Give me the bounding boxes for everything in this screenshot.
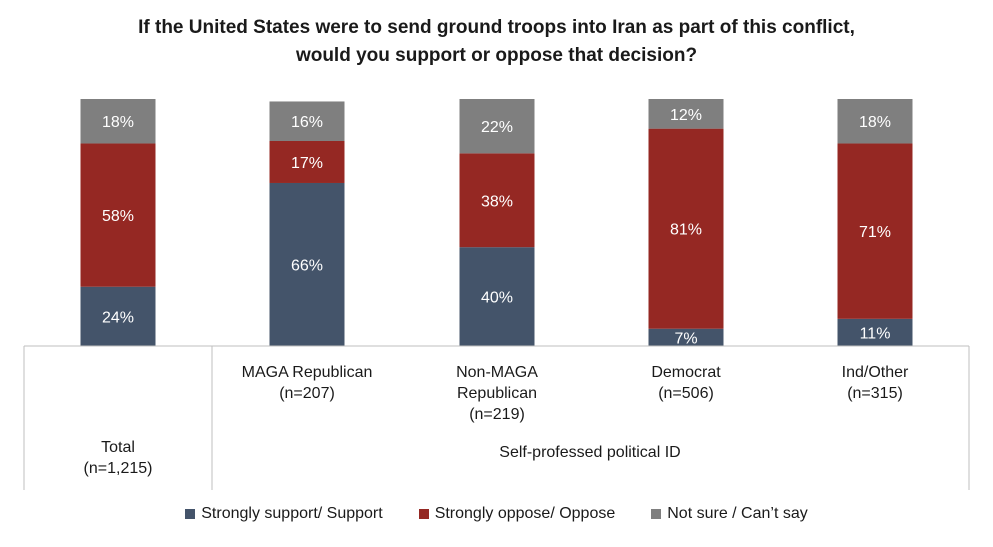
bar-segment-not-sure-4: [837, 99, 913, 144]
legend-swatch-not-sure: [651, 509, 662, 519]
category-label-2-line-1: Republican: [457, 385, 537, 402]
bar-segment-support-0: [80, 286, 156, 346]
bar-segment-not-sure-0: [80, 99, 156, 144]
category-label-1-line-0: MAGA Republican: [242, 364, 373, 381]
chart-title: If the United States were to send ground…: [0, 14, 993, 70]
category-label-1-line-1: (n=207): [279, 385, 335, 402]
legend: Strongly support/ Support Strongly oppos…: [0, 505, 993, 523]
bar-segment-support-2: [459, 247, 535, 346]
group-label: Self-professed political ID: [499, 444, 680, 461]
chart-title-line-1: If the United States were to send ground…: [138, 17, 855, 38]
data-label-support-4: 11%: [860, 325, 891, 342]
legend-label-support: Strongly support/ Support: [201, 505, 383, 522]
bar-segment-not-sure-3: [648, 99, 724, 129]
data-label-oppose-1: 17%: [291, 155, 323, 172]
data-label-oppose-3: 81%: [670, 222, 702, 239]
bar-segment-oppose-2: [459, 153, 535, 248]
bar-segment-oppose-4: [837, 143, 913, 319]
legend-swatch-support: [185, 509, 196, 519]
bar-segment-support-3: [648, 328, 724, 346]
bar-segment-not-sure-2: [459, 99, 535, 154]
legend-label-oppose: Strongly oppose/ Oppose: [434, 505, 616, 522]
bar-segment-oppose-0: [80, 143, 156, 287]
data-label-not-sure-4: 18%: [859, 114, 891, 131]
category-label-4-line-1: (n=315): [847, 385, 903, 402]
data-label-support-0: 24%: [102, 309, 134, 326]
bar-segment-oppose-1: [269, 140, 345, 183]
category-label-0-line-0: Total: [101, 439, 135, 456]
data-label-support-3: 7%: [674, 330, 697, 347]
bar-segment-support-1: [269, 182, 345, 346]
data-label-oppose-2: 38%: [481, 193, 513, 210]
category-label-2-line-0: Non-MAGA: [456, 364, 538, 381]
category-label-3-line-0: Democrat: [651, 364, 721, 381]
legend-swatch-oppose: [418, 509, 429, 519]
legend-item-support: Strongly support/ Support: [185, 505, 383, 523]
bar-segment-support-4: [837, 318, 913, 346]
data-label-not-sure-3: 12%: [670, 107, 702, 124]
data-label-not-sure-2: 22%: [481, 119, 513, 136]
bar-segment-oppose-3: [648, 128, 724, 329]
data-label-oppose-0: 58%: [102, 208, 134, 225]
legend-item-not-sure: Not sure / Can’t say: [651, 505, 808, 523]
data-label-support-1: 66%: [291, 257, 323, 274]
bar-segment-not-sure-1: [269, 101, 345, 141]
legend-label-not-sure: Not sure / Can’t say: [667, 505, 808, 522]
chart-title-line-2: would you support or oppose that decisio…: [295, 45, 698, 66]
data-label-not-sure-0: 18%: [102, 114, 134, 131]
data-label-oppose-4: 71%: [859, 224, 891, 241]
category-label-3-line-1: (n=506): [658, 385, 714, 402]
category-label-4-line-0: Ind/Other: [842, 364, 909, 381]
data-label-not-sure-1: 16%: [291, 114, 323, 131]
legend-item-oppose: Strongly oppose/ Oppose: [418, 505, 616, 523]
data-label-support-2: 40%: [481, 290, 513, 307]
category-label-2-line-2: (n=219): [469, 406, 525, 423]
category-label-0-line-1: (n=1,215): [84, 460, 153, 477]
